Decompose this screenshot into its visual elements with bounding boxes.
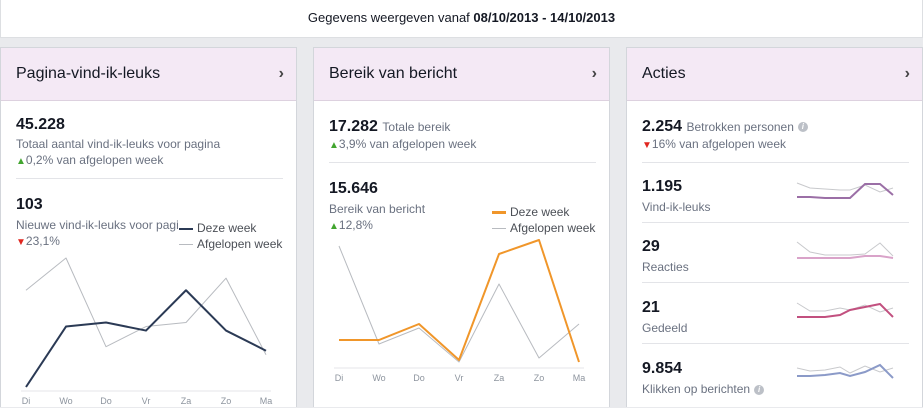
engaged-row: 2.254 Betrokken personen i bbox=[642, 118, 808, 136]
divider bbox=[642, 162, 909, 163]
reach-chart: Di Wo Do Vr Za Zo Ma bbox=[314, 48, 611, 408]
x-tick-label: Wo bbox=[59, 396, 72, 406]
x-tick-label: Za bbox=[494, 373, 505, 383]
series-line-last-week bbox=[339, 246, 579, 362]
x-tick-label: Do bbox=[413, 373, 425, 383]
likes-chart: Di Wo Do Vr Za Zo Ma bbox=[1, 48, 298, 408]
action-value: 21 bbox=[642, 299, 660, 317]
x-tick-label: Za bbox=[181, 396, 192, 406]
action-label: Klikken op berichten bbox=[642, 382, 750, 396]
action-label: Gedeeld bbox=[642, 321, 687, 335]
engaged-change-suffix: van afgelopen week bbox=[676, 137, 786, 151]
x-tick-label: Wo bbox=[372, 373, 385, 383]
date-range-value: 08/10/2013 - 14/10/2013 bbox=[473, 10, 615, 25]
action-value: 9.854 bbox=[642, 360, 682, 378]
chevron-right-icon[interactable]: › bbox=[905, 65, 910, 83]
engaged-change-pct: 16% bbox=[652, 137, 676, 151]
arrow-down-icon: ▼ bbox=[642, 140, 652, 151]
engaged-change: ▼16% van afgelopen week bbox=[642, 137, 786, 151]
x-tick-label: Do bbox=[100, 396, 112, 406]
series-line-this-week bbox=[26, 290, 266, 387]
likes-sparkline bbox=[795, 178, 895, 208]
x-tick-label: Zo bbox=[534, 373, 545, 383]
actions-card-title[interactable]: Acties bbox=[642, 65, 686, 83]
clicks-sparkline bbox=[795, 358, 895, 388]
x-tick-label: Di bbox=[22, 396, 31, 406]
x-tick-label: Zo bbox=[221, 396, 232, 406]
date-range-bar: Gegevens weergeven vanaf 08/10/2013 - 14… bbox=[0, 0, 923, 38]
sparkline-last-week bbox=[797, 366, 893, 373]
reach-card: Bereik van bericht › 17.282 Totale berei… bbox=[313, 47, 610, 407]
x-tick-label: Vr bbox=[142, 396, 151, 406]
sparkline-this-week bbox=[797, 256, 893, 258]
shares-sparkline bbox=[795, 298, 895, 328]
info-icon[interactable]: i bbox=[798, 122, 808, 132]
engaged-value: 2.254 bbox=[642, 118, 682, 135]
x-tick-label: Ma bbox=[573, 373, 586, 383]
action-label: Reacties bbox=[642, 260, 689, 274]
action-value: 29 bbox=[642, 238, 660, 256]
x-tick-label: Di bbox=[335, 373, 344, 383]
action-label-row: Klikken op berichten i bbox=[642, 382, 764, 396]
info-icon[interactable]: i bbox=[754, 385, 764, 395]
engaged-label: Betrokken personen bbox=[687, 120, 794, 134]
comments-sparkline bbox=[795, 238, 895, 268]
date-range-prefix: Gegevens weergeven vanaf bbox=[308, 10, 474, 25]
x-tick-label: Ma bbox=[260, 396, 273, 406]
x-tick-label: Vr bbox=[455, 373, 464, 383]
divider bbox=[642, 222, 909, 223]
likes-card: Pagina-vind-ik-leuks › 45.228 Totaal aan… bbox=[0, 47, 297, 407]
action-label: Vind-ik-leuks bbox=[642, 200, 710, 214]
actions-card: Acties › 2.254 Betrokken personen i ▼16% … bbox=[626, 47, 923, 407]
sparkline-last-week bbox=[797, 242, 893, 256]
series-line-this-week bbox=[339, 240, 579, 362]
series-line-last-week bbox=[26, 258, 266, 355]
actions-card-header[interactable]: Acties › bbox=[627, 48, 922, 101]
divider bbox=[642, 282, 909, 283]
divider bbox=[642, 343, 909, 344]
action-value: 1.195 bbox=[642, 178, 682, 196]
